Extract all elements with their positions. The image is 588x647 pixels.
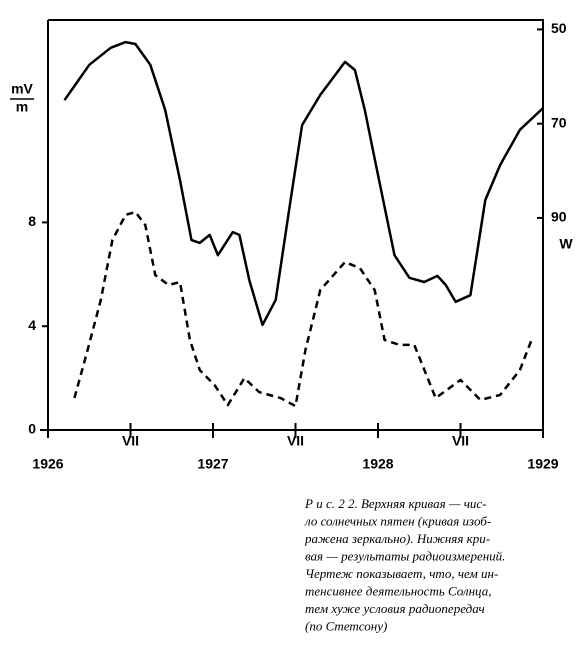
- x-tick-label: VII: [122, 433, 139, 449]
- y2-tick-label: 50: [551, 20, 567, 36]
- caption-line: ражена зеркально). Нижняя кри-: [304, 531, 490, 546]
- x-tick-label: VII: [452, 433, 469, 449]
- y-tick-label: 4: [28, 317, 36, 333]
- x-tick-label: 1929: [527, 456, 558, 472]
- y-tick-label: 8: [28, 213, 36, 229]
- solid-line: [63, 40, 544, 327]
- caption-line: тенсивнее деятельность Солнца,: [305, 583, 491, 598]
- dashed-line: [73, 210, 533, 408]
- y2-tick-label: 90: [551, 209, 567, 225]
- y2-label: W: [559, 236, 573, 252]
- y2-tick-label: 70: [551, 114, 567, 130]
- frame: [47, 19, 544, 430]
- x-tick-label: 1928: [362, 456, 393, 472]
- caption-line: Р и с. 2 2. Верхняя кривая — чис-: [304, 496, 487, 511]
- caption-line: ло солнечных пятен (кривая изоб-: [304, 513, 491, 528]
- x-tick-label: VII: [287, 433, 304, 449]
- x-tick-label: 1927: [197, 456, 228, 472]
- y-label-top: mV: [11, 81, 33, 97]
- x-tick-label: 1926: [32, 456, 63, 472]
- caption-line: (по Стетсону): [305, 618, 387, 633]
- caption-line: тем хуже условия радиопередач: [305, 601, 485, 616]
- caption-line: Чертеж показывает, что, чем ин-: [305, 566, 498, 581]
- y-label-bottom: m: [16, 99, 28, 115]
- caption-line: вая — результаты радиоизмерений.: [305, 548, 505, 563]
- y-tick-label: 0: [28, 421, 36, 437]
